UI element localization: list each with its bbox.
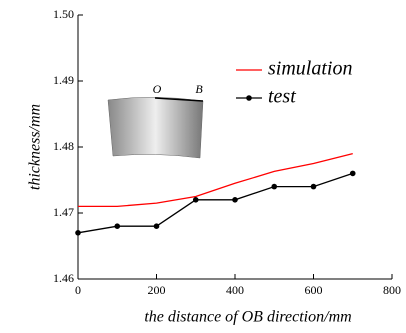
y-axis-title: thickness/mm — [27, 104, 44, 190]
series-line — [78, 154, 353, 207]
y-tick-label: 1.50 — [53, 7, 74, 21]
y-tick-label: 1.48 — [53, 139, 74, 153]
x-tick-label: 400 — [226, 283, 244, 297]
annotation: B — [195, 82, 203, 96]
y-tick-label: 1.46 — [53, 271, 74, 285]
chart: O B the distance of OB direction/mm thic… — [0, 0, 406, 333]
x-tick-label: 800 — [383, 283, 401, 297]
x-axis-title: the distance of OB direction/mm — [144, 309, 351, 326]
legend-marker — [246, 95, 252, 101]
series-line — [78, 173, 353, 232]
annotation: O — [153, 82, 162, 96]
x-tick-label: 0 — [75, 283, 81, 297]
data-point — [311, 184, 317, 190]
x-tick-label: 600 — [305, 283, 323, 297]
data-point — [154, 223, 160, 229]
data-point — [350, 171, 356, 177]
legend-label: test — [268, 86, 296, 108]
data-point — [75, 230, 81, 236]
y-tick-label: 1.49 — [53, 73, 74, 87]
x-tick-label: 200 — [148, 283, 166, 297]
data-point — [271, 184, 277, 190]
inset-image — [108, 97, 203, 158]
y-tick-label: 1.47 — [53, 205, 74, 219]
legend-label: simulation — [268, 58, 352, 80]
data-point — [193, 197, 199, 203]
data-point — [114, 223, 120, 229]
data-point — [232, 197, 238, 203]
